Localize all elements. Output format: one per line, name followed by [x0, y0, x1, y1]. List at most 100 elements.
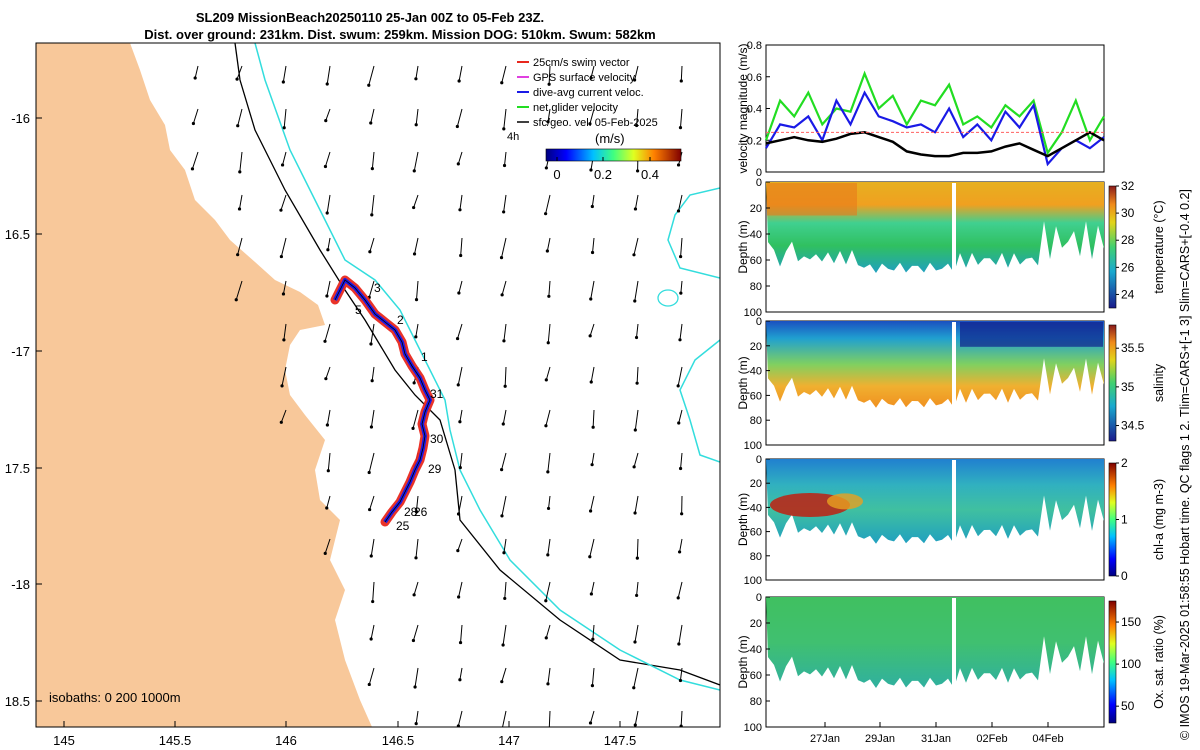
colorbar-tick-label: 2 [1121, 456, 1128, 470]
colorbar-tick-label: 0 [553, 167, 560, 182]
profile-colorbar [1108, 600, 1117, 724]
velocity-arrow [503, 538, 507, 553]
chart-title-line1: SL209 MissionBeach20250110 25-Jan 00Z to… [195, 10, 545, 25]
velocity-arrow-head [635, 169, 640, 173]
velocity-arrow [504, 151, 507, 166]
colorbar-tick-label: 26 [1121, 260, 1135, 274]
velocity-arrow [679, 538, 683, 553]
velocity-arrow [325, 108, 331, 121]
fresh-surface-patch [960, 322, 1103, 347]
velocity-arrow-head [502, 210, 506, 214]
velocity-arrow-head [544, 636, 548, 640]
map-ytick-label: 17.5 [5, 461, 30, 476]
velocity-arrow-head [503, 384, 507, 388]
profile-panel: 0 20 40 60 80 100 Depth (m) 34.5 35 35.5 salinity [736, 316, 1166, 452]
vel-ytick-label: 0.4 [747, 104, 762, 116]
velocity-arrow-head [234, 298, 238, 302]
velocity-arrow-head [679, 79, 683, 83]
velocity-arrow-head [678, 338, 682, 342]
velocity-arrow [368, 280, 375, 298]
velocity-arrow [371, 151, 375, 169]
velocity-arrow-head [680, 512, 684, 516]
legend-net-velocity: net glider velocity [533, 102, 618, 114]
velocity-arrow-head [677, 421, 681, 425]
depth-tick-label: 60 [750, 255, 762, 267]
velocity-arrow [548, 495, 551, 509]
velocity-arrow-head [501, 422, 505, 426]
velocity-arrow-head [190, 167, 195, 171]
velocity-arrow [414, 667, 419, 688]
velocity-arrow [459, 452, 463, 468]
speed-colorbar-ticks: 0 0.2 0.4 [553, 157, 659, 182]
colorbar-label: salinity [1152, 363, 1166, 402]
chart-title-line2: Dist. over ground: 231km. Dist. swum: 25… [144, 27, 656, 42]
velocity-arrow-head [238, 170, 242, 174]
depth-tick-label: 80 [750, 696, 762, 708]
velocity-arrow [235, 280, 243, 300]
velocity-arrow [547, 538, 551, 555]
velocity-arrow [460, 624, 463, 643]
velocity-arrow-head [455, 124, 459, 129]
velocity-arrow-head [546, 341, 550, 345]
colorbar-tick-label: 50 [1121, 699, 1135, 713]
velocity-arrow-head [456, 512, 461, 516]
velocity-arrow-head [500, 293, 504, 297]
velocity-arrow-head [500, 468, 504, 472]
velocity-arrow-head [633, 78, 637, 82]
depth-tick-label: 40 [750, 229, 762, 241]
velocity-arrow [591, 452, 595, 465]
velocity-arrow [236, 65, 243, 80]
velocity-arrow-head [367, 682, 371, 687]
velocity-arrow [589, 323, 595, 336]
depth-tick-label: 20 [750, 203, 762, 215]
velocity-arrow-head [633, 207, 638, 211]
velocity-arrow-head [412, 169, 416, 173]
velocity-arrow [502, 409, 507, 425]
vel-series-line [765, 90, 1105, 167]
velocity-arrow-head [588, 122, 592, 126]
velocity-arrow-head [589, 592, 593, 596]
reef-contour [657, 289, 679, 307]
velocity-arrow [368, 667, 375, 685]
velocity-arrow [548, 710, 551, 727]
warm-surface-patch [767, 183, 857, 216]
velocity-arrow [634, 710, 639, 726]
velocity-arrow [592, 624, 595, 640]
time-axis: 27Jan 29Jan 31Jan 02Feb 04Feb [810, 722, 1064, 745]
velocity-arrow-head [326, 469, 330, 473]
velocity-arrow-head [457, 291, 461, 295]
velocity-arrow [416, 280, 419, 300]
velocity-arrow [280, 194, 287, 211]
track-centerline [334, 279, 431, 523]
map-ytick-label: -18 [11, 577, 30, 592]
velocity-arrow [502, 624, 507, 646]
velocity-arrow-head [678, 126, 683, 130]
velocity-arrow-head [236, 253, 240, 257]
map-xtick-label: 146.5 [382, 733, 415, 748]
velocity-arrow-head [503, 596, 507, 601]
velocity-arrow [636, 108, 639, 126]
velocity-arrow-head [676, 596, 680, 600]
chl-mid-patch [827, 493, 863, 510]
depth-tick-label: 0 [756, 177, 762, 189]
velocity-arrow-head [411, 426, 415, 430]
velocity-arrow [591, 667, 595, 686]
velocity-arrow-head [679, 254, 683, 259]
velocity-arrow [591, 194, 595, 207]
velocity-arrow-head [325, 294, 329, 298]
velocity-arrow [413, 194, 419, 208]
velocity-arrow-head [458, 466, 462, 470]
velocity-arrow [457, 151, 463, 165]
time-tick-label: 02Feb [976, 733, 1007, 745]
velocity-arrow-head [589, 297, 593, 301]
velocity-arrow [412, 624, 419, 641]
velocity-arrow [457, 323, 463, 339]
track-day-label: 25 [396, 519, 410, 533]
colorbar-tick-label: 24 [1121, 287, 1135, 301]
profile-colorbar [1108, 324, 1117, 442]
velocity-arrow [590, 581, 595, 595]
velocity-arrow-head [369, 637, 373, 641]
velocity-arrow-head [323, 551, 327, 555]
depth-tick-label: 80 [750, 415, 762, 427]
velocity-arrow-head [367, 83, 371, 87]
